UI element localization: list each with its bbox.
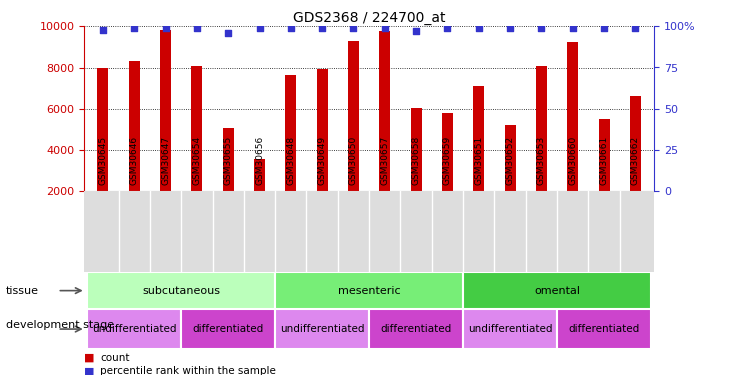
Point xyxy=(97,27,109,33)
Point xyxy=(410,28,422,34)
Bar xyxy=(567,42,578,191)
Bar xyxy=(369,309,463,349)
Text: differentiated: differentiated xyxy=(192,324,264,334)
Bar xyxy=(463,309,557,349)
Bar xyxy=(129,61,140,191)
Point xyxy=(129,25,140,31)
Text: subcutaneous: subcutaneous xyxy=(143,286,220,296)
Bar xyxy=(285,75,296,191)
Bar xyxy=(557,309,651,349)
Bar xyxy=(223,128,234,191)
Bar xyxy=(463,272,651,309)
Bar xyxy=(379,32,390,191)
Point xyxy=(379,25,390,31)
Text: differentiated: differentiated xyxy=(569,324,640,334)
Point xyxy=(191,25,202,31)
Text: undifferentiated: undifferentiated xyxy=(280,324,365,334)
Bar xyxy=(97,68,108,191)
Text: ■: ■ xyxy=(84,366,94,375)
Bar xyxy=(630,96,641,191)
Bar xyxy=(192,66,202,191)
Point xyxy=(629,25,641,31)
Point xyxy=(442,25,453,31)
Text: differentiated: differentiated xyxy=(381,324,452,334)
Text: percentile rank within the sample: percentile rank within the sample xyxy=(100,366,276,375)
Text: development stage: development stage xyxy=(6,320,114,330)
Point xyxy=(159,25,171,31)
Text: ■: ■ xyxy=(84,353,94,363)
Point xyxy=(567,25,579,31)
Bar xyxy=(87,309,181,349)
Bar xyxy=(254,159,265,191)
Point xyxy=(504,25,516,31)
Bar xyxy=(411,108,422,191)
Bar xyxy=(474,86,484,191)
Bar xyxy=(160,30,171,191)
Point xyxy=(536,25,548,31)
Point xyxy=(254,25,265,31)
Bar xyxy=(317,69,327,191)
Bar xyxy=(181,309,275,349)
Bar xyxy=(348,41,359,191)
Text: tissue: tissue xyxy=(6,286,39,296)
Text: undifferentiated: undifferentiated xyxy=(468,324,553,334)
Bar xyxy=(275,309,369,349)
Bar xyxy=(504,125,515,191)
Text: mesenteric: mesenteric xyxy=(338,286,401,296)
Point xyxy=(317,25,328,31)
Point xyxy=(222,30,234,36)
Point xyxy=(285,25,297,31)
Bar xyxy=(87,272,275,309)
Bar xyxy=(599,119,610,191)
Point xyxy=(598,25,610,31)
Text: undifferentiated: undifferentiated xyxy=(92,324,176,334)
Title: GDS2368 / 224700_at: GDS2368 / 224700_at xyxy=(293,11,445,25)
Bar xyxy=(442,113,453,191)
Text: omental: omental xyxy=(534,286,580,296)
Point xyxy=(473,25,485,31)
Point xyxy=(348,25,360,31)
Text: count: count xyxy=(100,353,129,363)
Bar xyxy=(275,272,463,309)
Bar xyxy=(536,66,547,191)
